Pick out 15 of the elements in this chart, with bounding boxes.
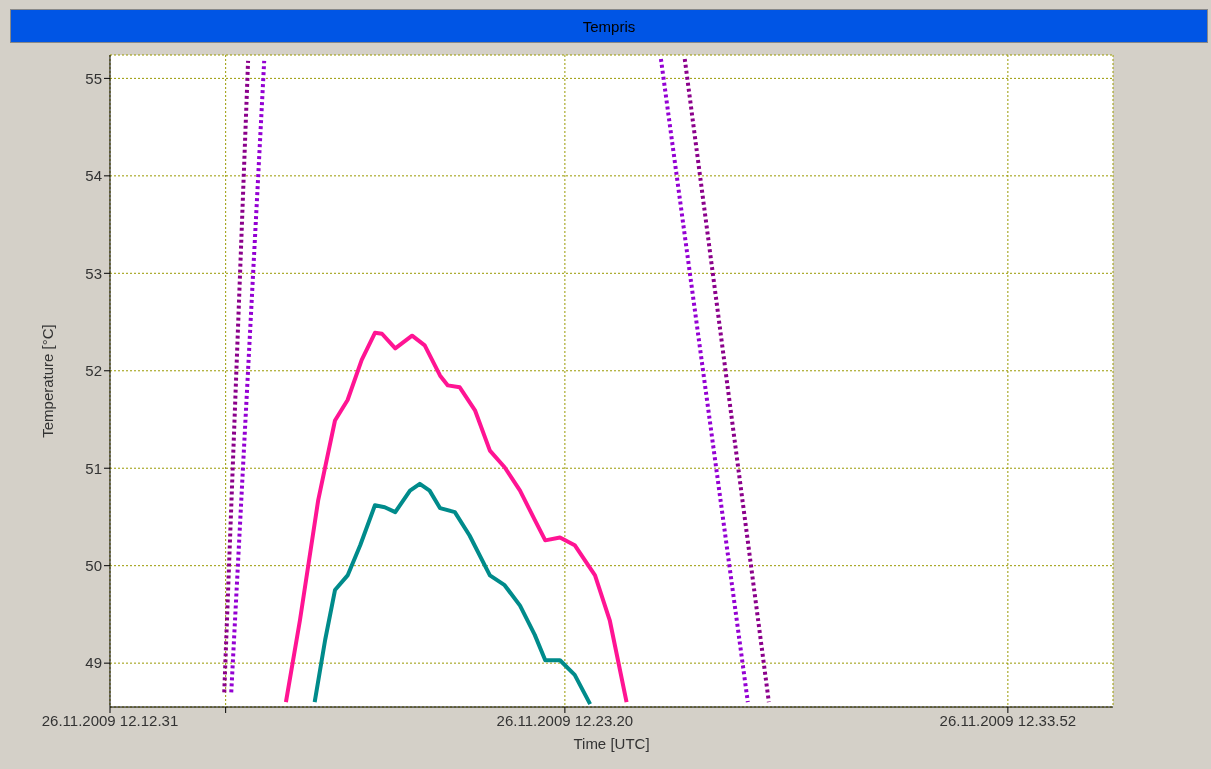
line-series <box>312 481 593 707</box>
y-tick-label: 55 <box>85 69 102 87</box>
y-tick-label: 49 <box>85 654 102 672</box>
y-tick-label: 52 <box>85 362 102 380</box>
x-axis-title: Time [UTC] <box>573 735 650 752</box>
chart-title: Tempris <box>10 9 1208 43</box>
x-tick-label: 26.11.2009 12.33.52 <box>939 711 1077 729</box>
y-tick-label: 50 <box>85 557 102 575</box>
y-tick-label: 51 <box>85 459 102 477</box>
y-axis-title: Temperature [°C] <box>39 324 57 438</box>
line-series <box>283 330 629 705</box>
x-tick-label: 26.11.2009 12.12.31 <box>41 711 179 729</box>
y-tick-label: 54 <box>85 167 102 185</box>
x-tick-label: 26.11.2009 12.23.20 <box>496 711 634 729</box>
y-tick-label: 53 <box>85 264 102 282</box>
